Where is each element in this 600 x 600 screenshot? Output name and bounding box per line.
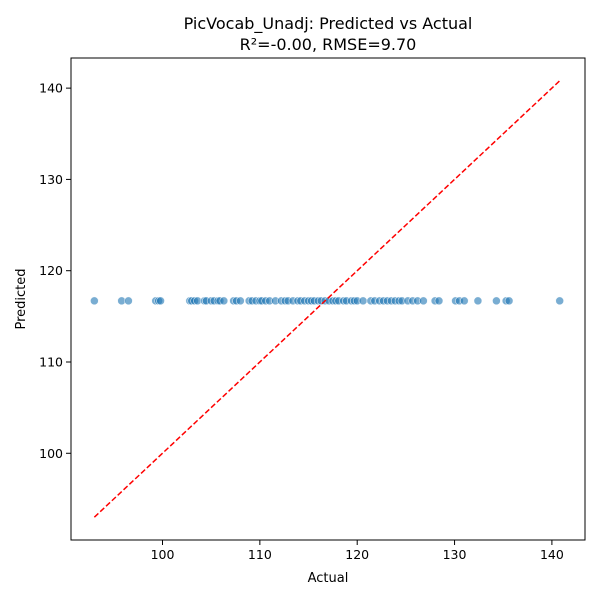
y-tick-label: 130: [39, 172, 63, 187]
data-point: [358, 296, 368, 306]
x-tick-label: 100: [151, 547, 175, 562]
y-tick-label: 110: [39, 354, 63, 369]
y-tick-label: 140: [39, 81, 63, 96]
data-point: [90, 296, 99, 306]
data-point: [124, 296, 133, 306]
x-tick-label: 140: [540, 547, 564, 562]
data-point: [473, 296, 483, 306]
x-tick-label: 120: [345, 547, 369, 562]
y-tick-label: 100: [39, 446, 63, 461]
data-points: [90, 296, 564, 306]
x-tick-label: 130: [443, 547, 467, 562]
x-axis: 100 110 120 130 140: [151, 540, 564, 562]
chart-title: PicVocab_Unadj: Predicted vs Actual: [184, 14, 473, 34]
y-axis: 100 110 120 130 140: [39, 81, 71, 461]
data-point: [555, 296, 564, 306]
data-point: [219, 296, 229, 306]
x-tick-label: 110: [248, 547, 272, 562]
x-axis-label: Actual: [308, 571, 349, 586]
plot-area-frame: [70, 57, 586, 541]
data-point: [419, 296, 428, 306]
data-point: [156, 296, 165, 306]
data-point: [504, 296, 514, 306]
data-point: [492, 296, 501, 306]
y-axis-label: Predicted: [14, 268, 29, 329]
data-point: [459, 296, 469, 306]
chart-subtitle: R²=-0.00, RMSE=9.70: [240, 35, 417, 54]
data-point: [236, 296, 245, 306]
identity-reference-line: [93, 80, 561, 518]
reference-line-group: [93, 80, 561, 518]
y-tick-label: 120: [39, 263, 63, 278]
data-point: [434, 296, 444, 306]
